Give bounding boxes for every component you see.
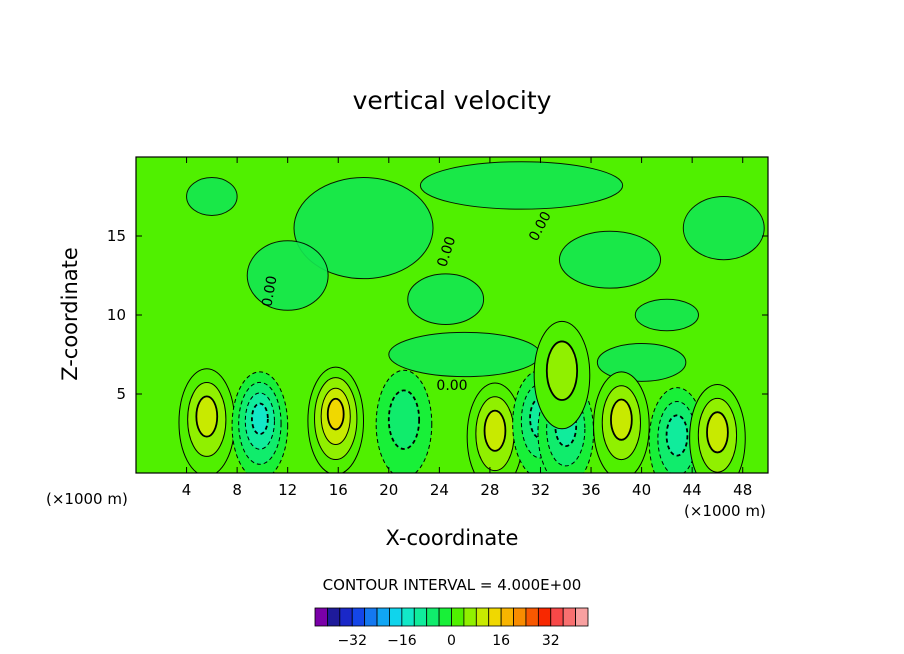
colorbar [314,607,589,627]
colorbar-label: −16 [387,633,417,649]
contour-interval-label: CONTOUR INTERVAL = 4.000E+00 [322,576,582,594]
updraft-contour [706,411,729,454]
updraft-contour [483,409,507,452]
x-tick-label: 32 [530,481,551,499]
updraft-contour [326,397,345,431]
colorbar-swatch [389,607,403,627]
x-tick-label: 40 [632,481,652,499]
y-tick-label: 5 [116,385,126,403]
x-tick-label: 20 [379,481,399,499]
colorbar-swatch [537,607,552,627]
positive-region [293,177,434,280]
updraft-contour [610,398,633,441]
colorbar-swatch [376,607,390,627]
updraft-contour [545,340,579,401]
colorbar-swatch [562,607,576,627]
colorbar-swatch [575,607,589,627]
colorbar-swatch [413,607,428,627]
y-tick-label: 15 [106,227,126,245]
contour-field: 0.000.000.000.00 [136,157,768,473]
colorbar-swatch [314,607,328,627]
chart-title: vertical velocity [352,86,552,115]
colorbar-label: 16 [492,633,511,649]
colorbar-swatch [339,607,353,627]
positive-region [186,177,238,216]
x-tick-label: 16 [328,481,348,499]
colorbar-swatch [513,607,527,627]
x-tick-label: 48 [733,481,753,499]
colorbar-swatch [451,607,465,627]
colorbar-swatch [438,607,452,627]
positive-region [388,331,541,378]
colorbar-swatch [327,607,341,627]
x-tick-label: 36 [581,481,601,499]
x-tick-label: 24 [429,481,449,499]
colorbar-label: 0 [447,633,456,649]
contour-label: 0.00 [436,378,467,394]
contour-label: 0.00 [259,275,280,308]
axis-ticks [136,157,768,473]
colorbar-swatch [401,607,415,627]
positive-region [246,240,329,311]
x-axis-label: X-coordinate [385,526,519,550]
x-tick-label: 44 [682,481,702,499]
colorbar-label: 32 [541,633,560,649]
positive-region [682,196,765,261]
x-tick-label: 8 [232,481,242,499]
x-tick-label: 28 [480,481,500,499]
colorbar-swatch [364,607,378,627]
positive-region [558,230,662,289]
colorbar-swatch [351,607,366,627]
colorbar-swatch [426,607,440,627]
colorbar-swatch [475,607,490,627]
updraft-contour [195,395,219,438]
positive-region [407,273,485,325]
colorbar-swatch [488,607,502,627]
downdraft-contour [665,414,689,457]
colorbar-swatch [525,607,539,627]
x-tick-label: 12 [278,481,298,499]
colorbar-swatch [500,607,514,627]
x-unit-note-left: (×1000 m) [46,490,128,508]
x-tick-label: 4 [181,481,192,499]
x-unit-note-right: (×1000 m) [684,502,766,520]
downdraft-contour [387,389,421,450]
colorbar-swatch [550,607,564,627]
downdraft-contour [251,402,269,436]
y-tick-label: 10 [106,306,126,324]
colorbar-swatch [463,607,477,627]
positive-region [634,298,699,332]
positive-region [419,161,624,210]
colorbar-label: −32 [337,633,367,649]
